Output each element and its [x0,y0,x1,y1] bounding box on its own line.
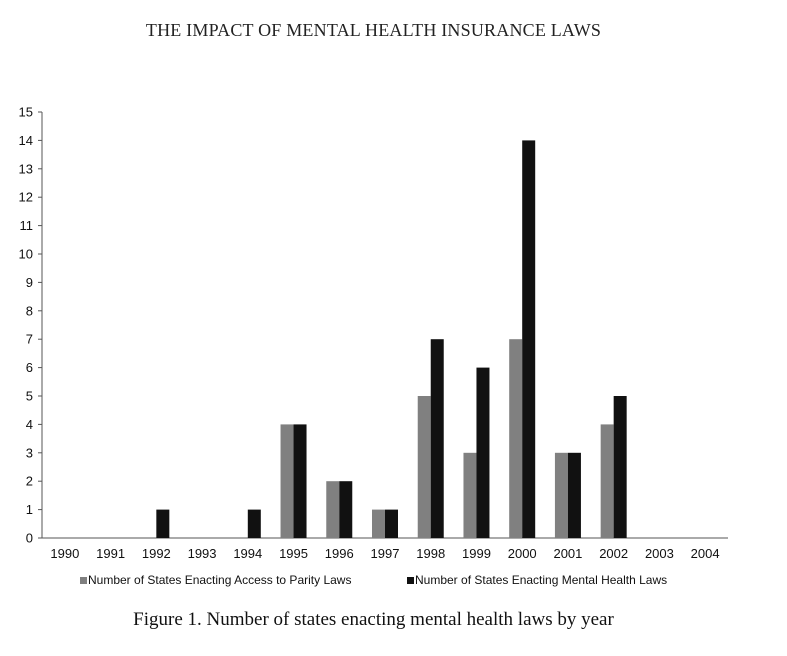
x-tick-label: 1997 [371,546,400,561]
x-tick-label: 1999 [462,546,491,561]
bar-parity-1997 [372,509,385,538]
x-tick-label: 2003 [645,546,674,561]
bar-mental-health-1994 [247,509,261,538]
y-tick-label: 5 [26,389,33,404]
legend: Number of States Enacting Access to Pari… [80,573,667,587]
y-tick-label: 4 [26,417,33,432]
y-tick-label: 10 [19,247,33,262]
legend-label-2: Number of States Enacting Mental Health … [415,573,667,587]
y-tick-label: 7 [26,332,33,347]
bar-parity-2002 [600,424,614,538]
bar-parity-1996 [326,481,340,538]
bar-mental-health-1999 [476,367,490,538]
y-tick-label: 3 [26,445,33,460]
y-tick-label: 6 [26,360,33,375]
x-tick-label: 2002 [599,546,628,561]
x-tick-label: 1998 [416,546,445,561]
y-tick-label: 2 [26,474,33,489]
bar-parity-1998 [417,396,431,538]
x-tick-label: 1994 [233,546,262,561]
y-tick-label: 11 [20,218,34,233]
bar-mental-health-2000 [522,140,536,538]
x-tick-label: 1990 [50,546,79,561]
x-tick-label: 2000 [508,546,537,561]
x-tick-label: 2004 [691,546,720,561]
y-tick-label: 8 [26,303,33,318]
y-tick-label: 1 [26,502,33,517]
x-tick-label: 1992 [142,546,171,561]
x-axis: 1990 1991 1992 1993 1994 1995 1996 1997 1998 1999… [42,537,728,561]
y-tick-label: 0 [26,531,33,546]
y-tick-label: 14 [19,133,33,148]
bar-mental-health-1996 [339,481,353,538]
x-tick-label: 1996 [325,546,354,561]
bar-mental-health-1995 [293,424,307,538]
y-tick-label: 13 [19,161,33,176]
x-tick-label: 1995 [279,546,308,561]
legend-swatch-2 [407,577,414,584]
bars [156,140,627,538]
legend-label-1: Number of States Enacting Access to Pari… [88,573,351,587]
y-tick-label: 12 [19,190,33,205]
bar-mental-health-1997 [385,509,398,538]
bar-mental-health-2002 [613,396,627,538]
bar-mental-health-1998 [430,339,444,538]
bar-parity-1999 [463,452,477,538]
y-tick-label: 9 [26,275,33,290]
legend-swatch-1 [80,577,87,584]
bar-mental-health-1992 [156,509,170,538]
running-title: THE IMPACT OF MENTAL HEALTH INSURANCE LA… [145,20,602,40]
bar-parity-2000 [509,339,523,538]
x-tick-label: 2001 [553,546,582,561]
figure-caption: Figure 1. Number of states enacting ment… [133,609,614,630]
bar-parity-1995 [280,424,294,538]
bar-parity-2001 [554,452,568,538]
x-tick-label: 1993 [188,546,217,561]
bar-mental-health-2001 [567,452,581,538]
x-tick-label: 1991 [96,546,125,561]
y-tick-label: 15 [19,105,33,120]
